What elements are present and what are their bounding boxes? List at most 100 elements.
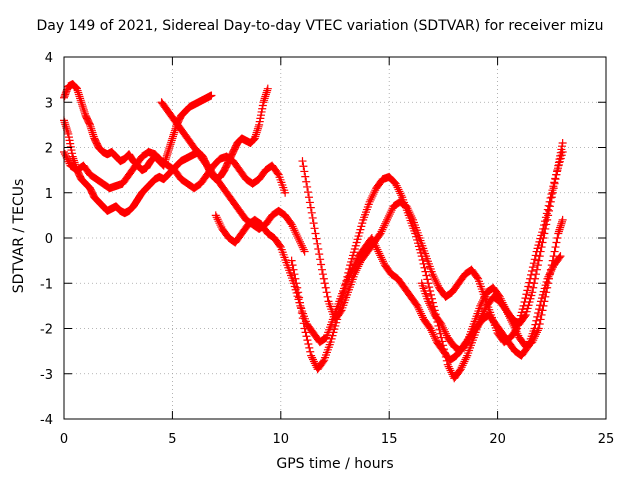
data-point <box>498 298 507 307</box>
data-point <box>378 225 387 234</box>
data-point <box>342 276 351 285</box>
data-point <box>418 255 427 264</box>
data-point <box>292 279 301 288</box>
data-point <box>402 202 411 211</box>
data-point <box>376 251 385 260</box>
data-point <box>366 195 375 204</box>
data-point <box>378 255 387 264</box>
data-point <box>69 156 78 165</box>
data-point <box>262 88 271 97</box>
data-point <box>76 94 85 103</box>
data-point <box>536 315 545 324</box>
data-point <box>305 343 314 352</box>
data-point <box>311 229 320 238</box>
data-point <box>526 274 535 283</box>
data-point <box>479 307 488 316</box>
data-point <box>395 187 404 196</box>
data-point <box>392 181 401 190</box>
data-point <box>534 308 543 317</box>
data-point <box>555 225 564 234</box>
data-point <box>253 126 262 135</box>
data-point <box>383 213 392 222</box>
data-point <box>550 178 559 187</box>
data-point <box>441 352 450 361</box>
data-point <box>380 221 389 230</box>
data-point <box>309 357 318 366</box>
data-point <box>535 252 544 261</box>
data-point <box>321 283 330 292</box>
data-point <box>544 279 553 288</box>
data-point <box>306 347 315 356</box>
data-point <box>547 190 556 199</box>
data-point <box>427 305 436 314</box>
data-point <box>304 340 313 349</box>
data-series-4 <box>211 211 565 365</box>
data-point <box>440 325 449 334</box>
data-point <box>170 126 179 135</box>
data-point <box>294 234 303 242</box>
data-point <box>432 277 441 286</box>
data-point <box>439 323 448 332</box>
data-point <box>444 362 453 371</box>
data-point <box>533 326 542 335</box>
data-point <box>423 275 432 284</box>
data-series-6 <box>298 148 567 347</box>
data-point <box>551 174 560 183</box>
data-point <box>530 255 539 264</box>
data-point <box>259 98 268 107</box>
data-point <box>431 276 440 285</box>
data-point <box>365 197 374 206</box>
data-point <box>503 308 512 317</box>
data-point <box>457 363 466 372</box>
data-point <box>294 288 303 297</box>
data-point <box>422 271 431 280</box>
data-point <box>318 270 327 279</box>
data-point <box>429 272 438 281</box>
data-point <box>513 329 522 338</box>
data-point <box>504 310 513 319</box>
data-point <box>304 188 313 197</box>
data-point <box>61 122 70 131</box>
data-point <box>73 84 82 93</box>
data-point <box>556 223 565 232</box>
y-tick-label: 1 <box>45 187 53 202</box>
data-point <box>251 132 260 141</box>
data-point <box>384 212 393 221</box>
data-series-0 <box>60 80 216 175</box>
data-point <box>353 264 362 273</box>
data-point <box>291 228 300 237</box>
x-tick-label: 0 <box>60 432 68 447</box>
data-point <box>63 127 72 136</box>
data-point <box>403 204 412 213</box>
x-tick-label: 25 <box>598 432 615 447</box>
data-point <box>535 319 544 328</box>
data-point <box>305 198 314 207</box>
data-point <box>370 188 379 197</box>
data-point <box>60 118 69 127</box>
data-point <box>323 292 332 301</box>
data-point <box>167 138 176 147</box>
data-point <box>207 91 216 100</box>
data-point <box>456 365 465 374</box>
data-point <box>261 92 270 101</box>
data-point <box>77 98 86 107</box>
y-tick-label: 0 <box>45 232 53 247</box>
data-point <box>379 223 388 232</box>
data-point <box>543 205 552 214</box>
grid <box>64 57 606 419</box>
data-point <box>542 209 551 218</box>
data-point <box>374 247 383 256</box>
data-point <box>428 328 437 337</box>
x-tick-label: 5 <box>168 432 176 447</box>
data-point <box>531 320 540 329</box>
data-point <box>480 292 489 301</box>
data-point <box>418 311 427 320</box>
data-point <box>167 136 176 145</box>
data-point <box>166 140 175 149</box>
data-point <box>322 288 331 297</box>
data-point <box>407 212 416 221</box>
data-point <box>314 244 323 253</box>
data-point <box>538 306 547 315</box>
data-point <box>404 206 413 215</box>
